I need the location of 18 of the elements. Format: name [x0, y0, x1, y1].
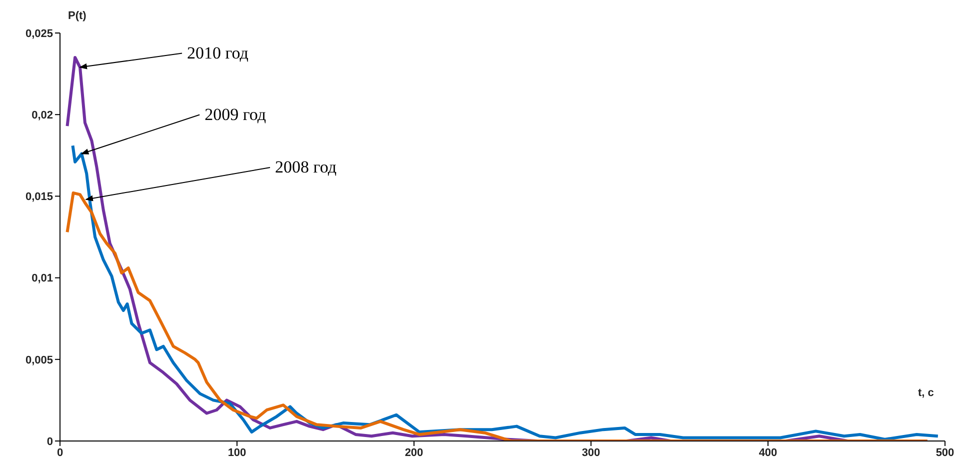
- x-tick-label: 0: [56, 446, 64, 459]
- x-tick-label: 300: [582, 446, 600, 459]
- x-axis-title: t, c: [918, 387, 934, 399]
- y-tick-label: 0,025: [25, 28, 53, 40]
- y-axis-title: P(t): [68, 10, 87, 22]
- annotation: 2009 год: [204, 104, 266, 124]
- y-tick-label: 0,005: [25, 354, 53, 366]
- line-series: [66, 191, 929, 441]
- y-tick-label: 0: [46, 436, 53, 448]
- y-tick-label: 0,01: [32, 272, 53, 285]
- x-tick-label: 500: [936, 446, 954, 459]
- y-tick-label: 0,02: [32, 110, 53, 122]
- x-tick-label: 200: [404, 446, 424, 459]
- x-tick-label: 100: [228, 446, 246, 459]
- annotation: 2008 год: [275, 157, 337, 176]
- y-tick-label: 0,015: [25, 191, 53, 204]
- annotation: 2010 год: [187, 43, 249, 62]
- x-tick-label: 400: [758, 446, 778, 459]
